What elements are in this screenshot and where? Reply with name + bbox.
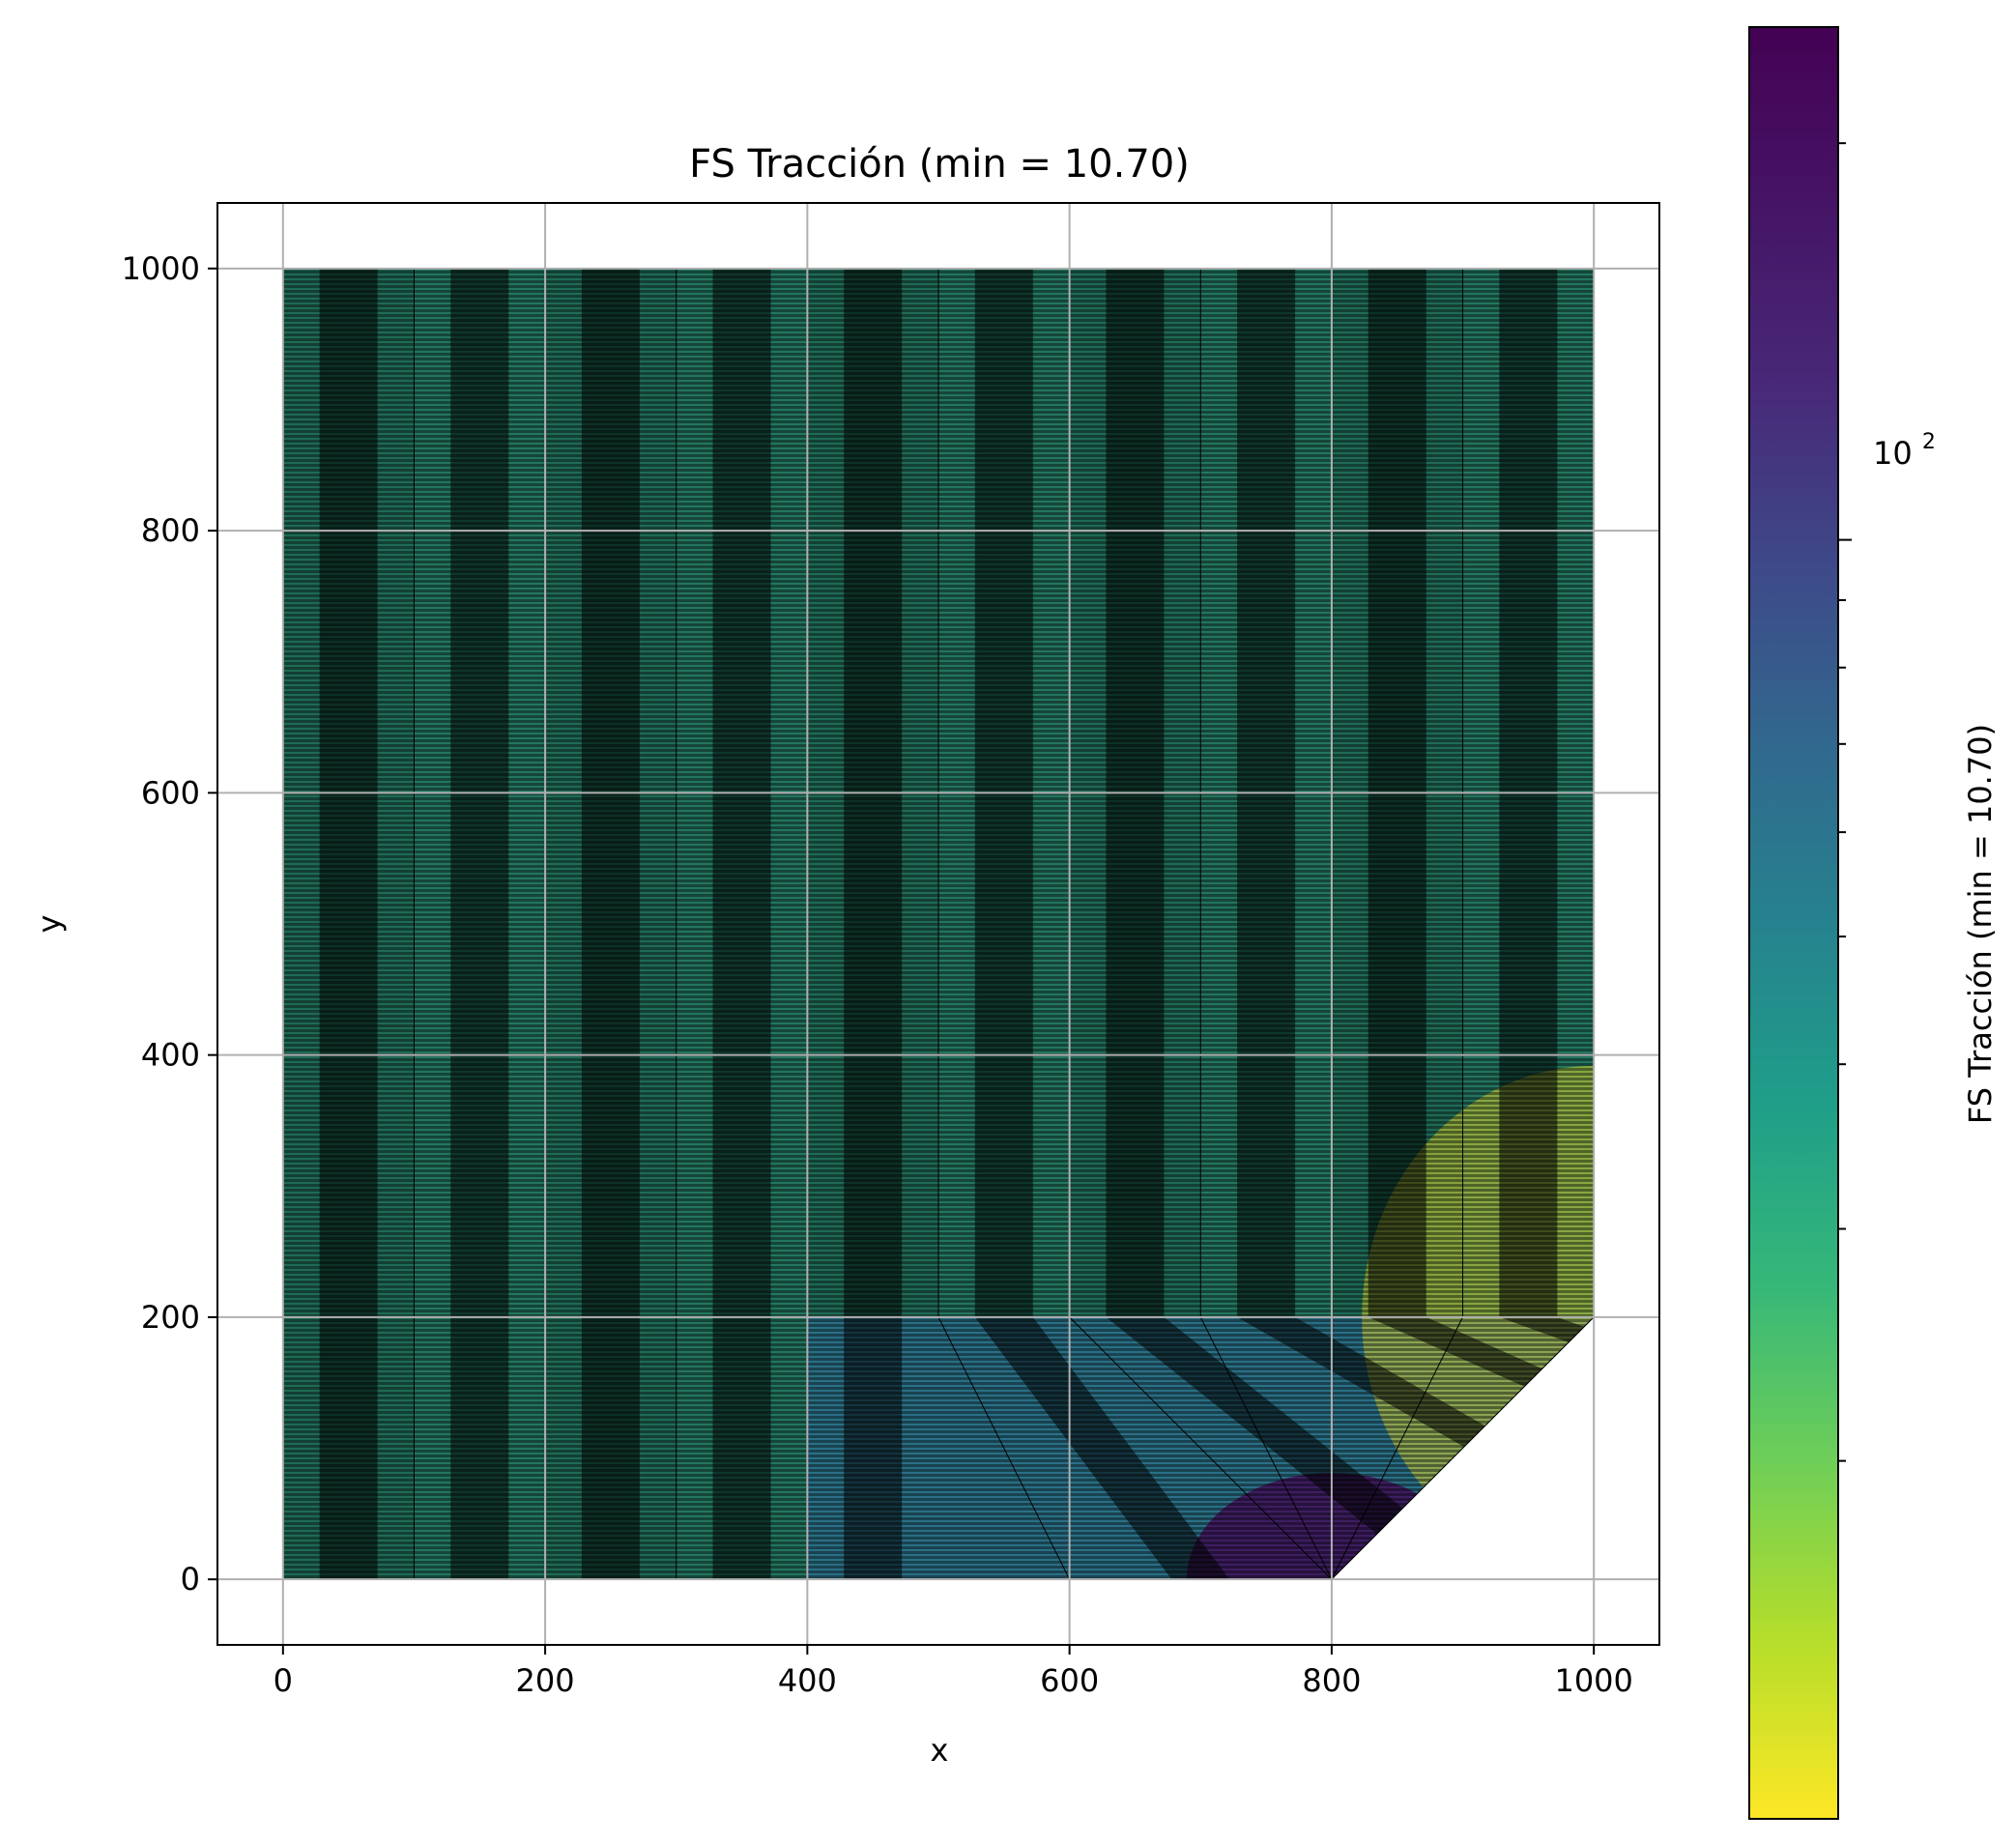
y-axis-ticks: 0 200 400 600 800 1000 — [122, 250, 217, 1598]
y-axis-label: y — [31, 915, 68, 934]
colorbar — [1748, 26, 1839, 1820]
x-tick-label: 0 — [274, 1662, 293, 1699]
y-tick-label: 0 — [181, 1561, 200, 1598]
y-tick-label: 400 — [141, 1037, 200, 1074]
svg-text:10 2: 10 2 — [1873, 430, 1936, 472]
y-tick-label: 800 — [141, 512, 200, 549]
mesh-edge — [1069, 1316, 1333, 1580]
colorbar-tick-label-exponent: 2 — [1922, 430, 1936, 454]
mesh-edge — [937, 1316, 1071, 1580]
y-tick-label: 200 — [141, 1299, 200, 1336]
x-axis-label: x — [931, 1732, 949, 1769]
y-tick-label: 1000 — [122, 250, 200, 287]
y-tick-label: 600 — [141, 774, 200, 811]
colorbar-tick-label-base: 10 — [1873, 435, 1913, 472]
x-axis-ticks: 0 200 400 600 800 1000 — [274, 1645, 1633, 1699]
colorbar-ticks — [1838, 142, 1852, 1462]
x-tick-label: 200 — [516, 1662, 575, 1699]
x-tick-label: 600 — [1040, 1662, 1099, 1699]
x-tick-label: 1000 — [1554, 1662, 1632, 1699]
colorbar-label: FS Tracción (min = 10.70) — [1962, 724, 1999, 1124]
grid-lines — [217, 203, 1659, 1645]
chart-title: FS Tracción (min = 10.70) — [689, 142, 1190, 187]
axes-frame — [216, 202, 1660, 1646]
mesh-edge — [1331, 1316, 1463, 1580]
mesh-edge — [1199, 1316, 1333, 1580]
x-tick-label: 400 — [778, 1662, 837, 1699]
x-tick-label: 800 — [1302, 1662, 1361, 1699]
